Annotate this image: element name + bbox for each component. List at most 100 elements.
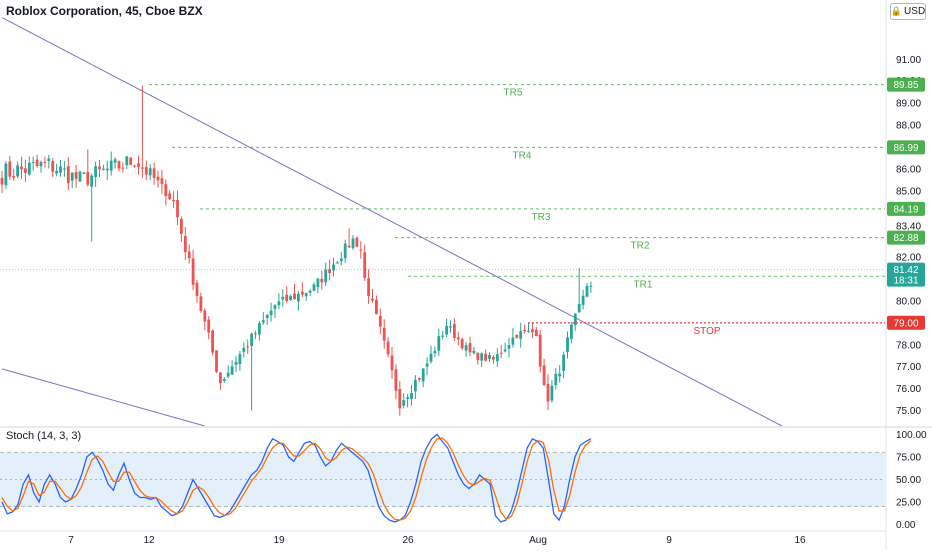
candle-body	[581, 295, 585, 306]
candle-body	[417, 378, 421, 380]
price-tick-label: 76.00	[896, 384, 921, 395]
stoch-tick-label: 0.00	[896, 520, 916, 531]
currency-button[interactable]: 🔒 USD	[890, 3, 926, 20]
stoch-tick-label: 100.00	[896, 430, 927, 441]
candle-body	[386, 341, 390, 355]
candle-body	[117, 161, 121, 169]
candles	[0, 85, 593, 416]
candle-body	[277, 301, 281, 306]
level-label-stop: STOP	[693, 326, 720, 337]
currency-label: USD	[904, 6, 926, 17]
candle-body	[293, 293, 296, 300]
candle-body	[78, 171, 82, 182]
price-tick-label: 82.00	[896, 252, 921, 263]
trendlines	[1, 17, 783, 426]
candle-body	[4, 163, 8, 186]
stoch-series-d	[1, 437, 592, 521]
candle-body	[39, 162, 43, 167]
stoch-title: Stoch (14, 3, 3)	[6, 430, 82, 442]
candle-body	[406, 397, 409, 399]
candle-body	[152, 168, 156, 178]
candle-body	[515, 334, 519, 338]
candle-body	[554, 373, 558, 386]
time-tick-label: 9	[666, 535, 672, 546]
candle-body	[195, 282, 199, 297]
price-label-text: 89.85	[893, 80, 918, 91]
candle-body	[113, 159, 117, 163]
time-tick-label: Aug	[529, 535, 547, 546]
candle-body	[546, 384, 550, 402]
candle-body	[589, 285, 593, 287]
candle-body	[347, 245, 351, 248]
candle-body	[63, 168, 66, 170]
candle-body	[269, 310, 273, 316]
price-label-box	[887, 230, 925, 245]
candle-body	[433, 350, 437, 354]
price-label-box	[887, 77, 925, 92]
candle-body	[484, 353, 487, 361]
candle-body	[215, 350, 218, 372]
candle-body	[534, 329, 538, 337]
time-tick-label: 26	[402, 535, 414, 546]
candle-body	[429, 353, 433, 362]
candle-body	[242, 347, 246, 352]
candle-body	[351, 238, 355, 249]
candle-body	[464, 345, 468, 351]
candle-body	[297, 293, 300, 302]
last-price-text: 81.42	[893, 265, 918, 276]
candle-body	[343, 243, 347, 259]
candle-body	[355, 237, 359, 247]
price-tick-label: 85.00	[896, 187, 921, 198]
candle-body	[511, 337, 515, 345]
level-label-tr3: TR3	[532, 212, 551, 223]
level-label-tr4: TR4	[513, 150, 532, 161]
candle-body	[542, 365, 546, 386]
candle-body	[363, 252, 367, 278]
candle-body	[488, 354, 491, 359]
candle-body	[258, 323, 261, 335]
candle-body	[285, 294, 289, 302]
time-tick-label: 16	[794, 535, 806, 546]
candle-body	[394, 369, 398, 391]
candle-body	[441, 335, 445, 337]
time-tick-label: 12	[143, 535, 155, 546]
candle-body	[191, 258, 195, 285]
candle-body	[304, 293, 308, 297]
candle-body	[12, 175, 16, 178]
candle-body	[168, 193, 172, 200]
candle-body	[316, 278, 320, 287]
candle-body	[199, 296, 203, 311]
candle-body	[176, 199, 179, 218]
symbol-title: Roblox Corporation, 45, Cboe BZX	[6, 4, 203, 18]
level-label-tr5: TR5	[504, 88, 523, 99]
candle-body	[456, 337, 460, 340]
candle-body	[156, 176, 160, 181]
candle-body	[460, 338, 464, 349]
stoch-tick-label: 25.00	[896, 498, 921, 509]
candle-body	[570, 324, 573, 339]
price-tick-label: 80.00	[896, 296, 921, 307]
price-tick-label: 86.00	[896, 165, 921, 176]
price-tick-label: 91.00	[896, 55, 921, 66]
price-label-box	[887, 315, 925, 330]
price-label-box	[887, 201, 925, 216]
candle-body	[503, 349, 507, 352]
candle-body	[219, 372, 222, 384]
trendline-2	[1, 368, 205, 426]
candle-body	[109, 160, 113, 171]
candle-body	[410, 393, 413, 400]
candle-body	[495, 354, 499, 362]
candle-body	[125, 156, 129, 166]
candle-body	[230, 366, 234, 375]
candle-body	[453, 323, 456, 338]
candle-body	[312, 284, 316, 291]
candle-body	[472, 350, 476, 354]
candle-body	[398, 388, 402, 409]
countdown-text: 18:31	[893, 276, 918, 287]
candle-body	[94, 166, 97, 178]
price-tick-label: 83.40	[896, 222, 921, 233]
stoch-tick-label: 50.00	[896, 475, 921, 486]
price-tick-label: 78.00	[896, 340, 921, 351]
price-label-text: 82.88	[893, 233, 918, 244]
